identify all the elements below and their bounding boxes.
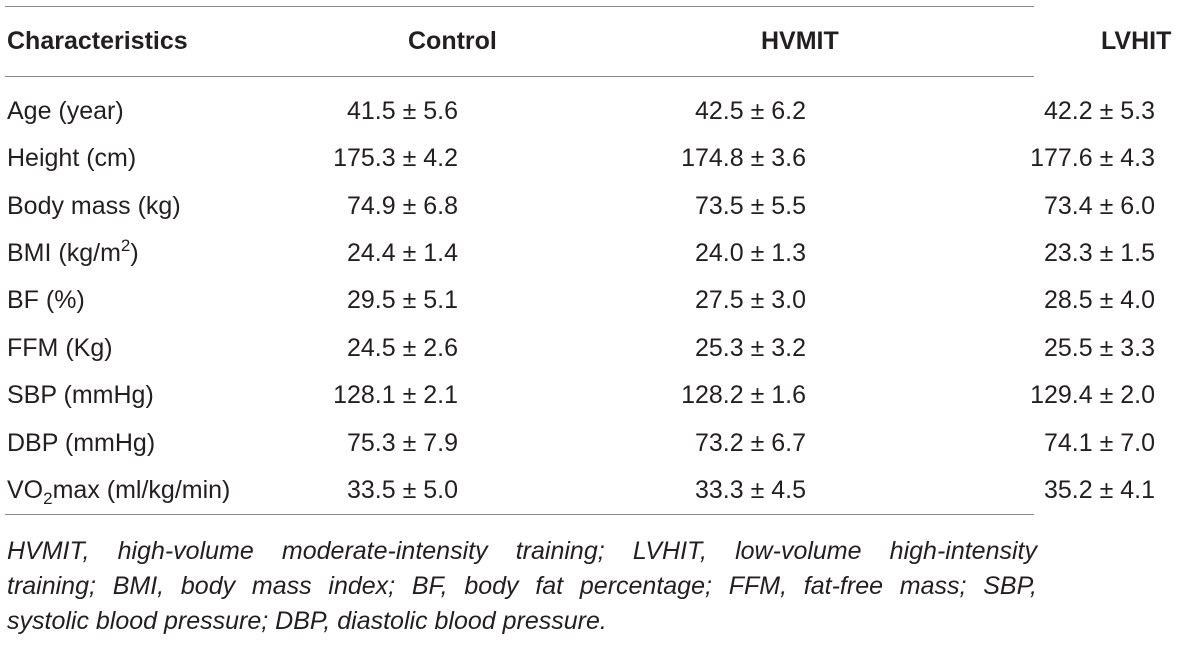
column-header-control: Control bbox=[408, 27, 497, 55]
row-label: BF (%) bbox=[7, 286, 85, 314]
cell-lvhit: 74.1 ± 7.0 bbox=[1043, 429, 1155, 457]
row-label: VO2max (ml/kg/min) bbox=[7, 475, 231, 508]
cell-control: 41.5 ± 5.6 bbox=[346, 97, 458, 125]
cell-control: 24.4 ± 1.4 bbox=[346, 239, 458, 267]
column-header-characteristics: Characteristics bbox=[7, 27, 188, 55]
cell-lvhit: 177.6 ± 4.3 bbox=[1030, 144, 1155, 172]
cell-hvmit: 27.5 ± 3.0 bbox=[694, 286, 806, 314]
cell-lvhit: 23.3 ± 1.5 bbox=[1043, 239, 1155, 267]
row-label: SBP (mmHg) bbox=[7, 381, 154, 409]
cell-lvhit: 73.4 ± 6.0 bbox=[1043, 192, 1155, 220]
footnote-line: HVMIT, high-volume moderate-intensity tr… bbox=[7, 537, 1037, 565]
row-label: Body mass (kg) bbox=[7, 192, 181, 220]
column-header-hvmit: HVMIT bbox=[761, 27, 839, 55]
cell-lvhit: 35.2 ± 4.1 bbox=[1043, 476, 1155, 504]
row-label: Height (cm) bbox=[7, 144, 137, 172]
cell-hvmit: 25.3 ± 3.2 bbox=[694, 334, 806, 362]
cell-hvmit: 33.3 ± 4.5 bbox=[694, 476, 806, 504]
cell-control: 128.1 ± 2.1 bbox=[333, 381, 458, 409]
cell-lvhit: 129.4 ± 2.0 bbox=[1030, 381, 1155, 409]
row-label-superscript: 2 bbox=[120, 236, 131, 255]
row-label-text-end: ) bbox=[130, 239, 139, 267]
row-label: BMI (kg/m2) bbox=[7, 236, 139, 268]
cell-control: 75.3 ± 7.9 bbox=[346, 429, 458, 457]
row-label-text: BMI (kg/m bbox=[7, 239, 121, 267]
footnote-line: systolic blood pressure; DBP, diastolic … bbox=[7, 607, 607, 635]
row-label-subscript: 2 bbox=[43, 489, 53, 508]
cell-hvmit: 174.8 ± 3.6 bbox=[681, 144, 806, 172]
cell-lvhit: 28.5 ± 4.0 bbox=[1043, 286, 1155, 314]
table-bottom-rule bbox=[5, 514, 1034, 515]
cell-hvmit: 73.5 ± 5.5 bbox=[694, 192, 806, 220]
cell-control: 33.5 ± 5.0 bbox=[346, 476, 458, 504]
cell-hvmit: 42.5 ± 6.2 bbox=[694, 97, 806, 125]
table-top-rule bbox=[5, 6, 1034, 7]
row-label-text-end: max (ml/kg/min) bbox=[52, 476, 231, 504]
row-label: DBP (mmHg) bbox=[7, 429, 156, 457]
table-footnote: HVMIT, high-volume moderate-intensity tr… bbox=[7, 534, 1037, 639]
cell-hvmit: 73.2 ± 6.7 bbox=[694, 429, 806, 457]
cell-hvmit: 128.2 ± 1.6 bbox=[681, 381, 806, 409]
cell-control: 175.3 ± 4.2 bbox=[333, 144, 458, 172]
row-label-text: VO bbox=[7, 476, 44, 504]
cell-control: 24.5 ± 2.6 bbox=[346, 334, 458, 362]
row-label: FFM (Kg) bbox=[7, 334, 113, 362]
footnote-line: training; BMI, body mass index; BF, body… bbox=[7, 572, 1037, 600]
cell-hvmit: 24.0 ± 1.3 bbox=[694, 239, 806, 267]
column-header-lvhit: LVHIT bbox=[1101, 27, 1172, 55]
cell-control: 74.9 ± 6.8 bbox=[346, 192, 458, 220]
table-header-rule bbox=[5, 76, 1034, 77]
cell-lvhit: 42.2 ± 5.3 bbox=[1043, 97, 1155, 125]
cell-control: 29.5 ± 5.1 bbox=[346, 286, 458, 314]
row-label: Age (year) bbox=[7, 97, 124, 125]
cell-lvhit: 25.5 ± 3.3 bbox=[1043, 334, 1155, 362]
